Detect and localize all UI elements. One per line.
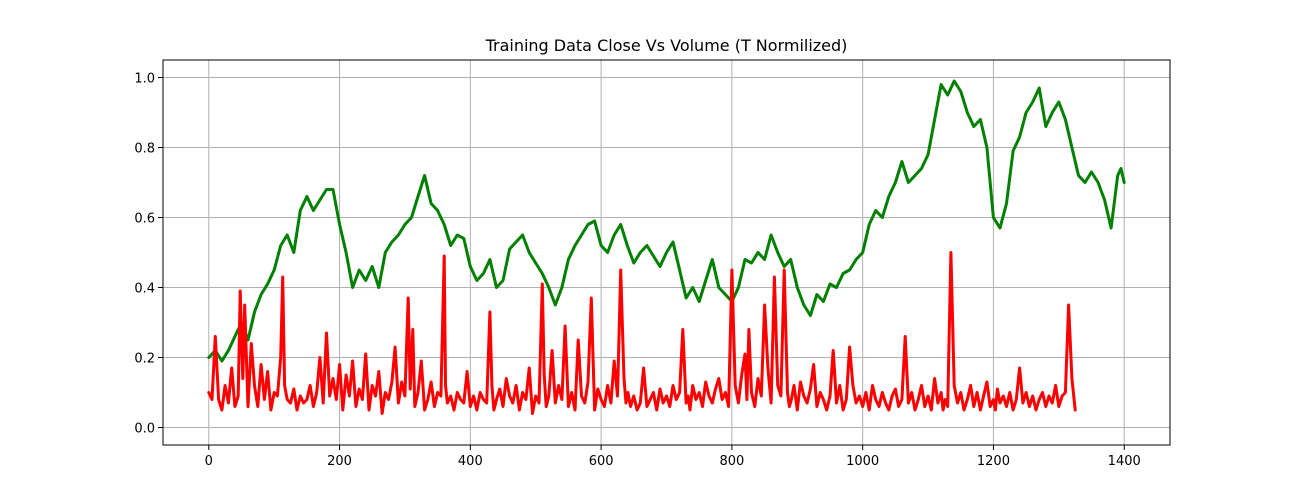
- y-tick-label: 1.0: [134, 72, 155, 87]
- series-layer: [207, 79, 1126, 415]
- y-tick-label: 0.6: [134, 212, 155, 227]
- y-axis: 0.0 0.2 0.4 0.6 0.8 1.0: [134, 72, 163, 437]
- y-tick-label: 0.0: [134, 422, 155, 437]
- x-tick-label: 1200: [977, 454, 1010, 469]
- x-tick-label: 200: [327, 454, 352, 469]
- y-tick-label: 0.8: [134, 142, 155, 157]
- x-tick-label: 1000: [846, 454, 879, 469]
- x-tick-label: 1400: [1108, 454, 1141, 469]
- x-axis: 0 200 400 600 800 1000 1200 1400: [205, 445, 1141, 469]
- x-tick-label: 0: [205, 454, 213, 469]
- series-line-close: [207, 79, 1126, 363]
- y-tick-label: 0.4: [134, 282, 155, 297]
- x-tick-label: 400: [458, 454, 483, 469]
- y-tick-label: 0.2: [134, 352, 155, 367]
- chart-title: Training Data Close Vs Volume (T Normili…: [485, 36, 848, 55]
- x-tick-label: 600: [589, 454, 614, 469]
- plot-frame: [162, 59, 1171, 446]
- series-line-volume: [207, 251, 1077, 415]
- grid: [163, 60, 1170, 445]
- x-tick-label: 800: [719, 454, 744, 469]
